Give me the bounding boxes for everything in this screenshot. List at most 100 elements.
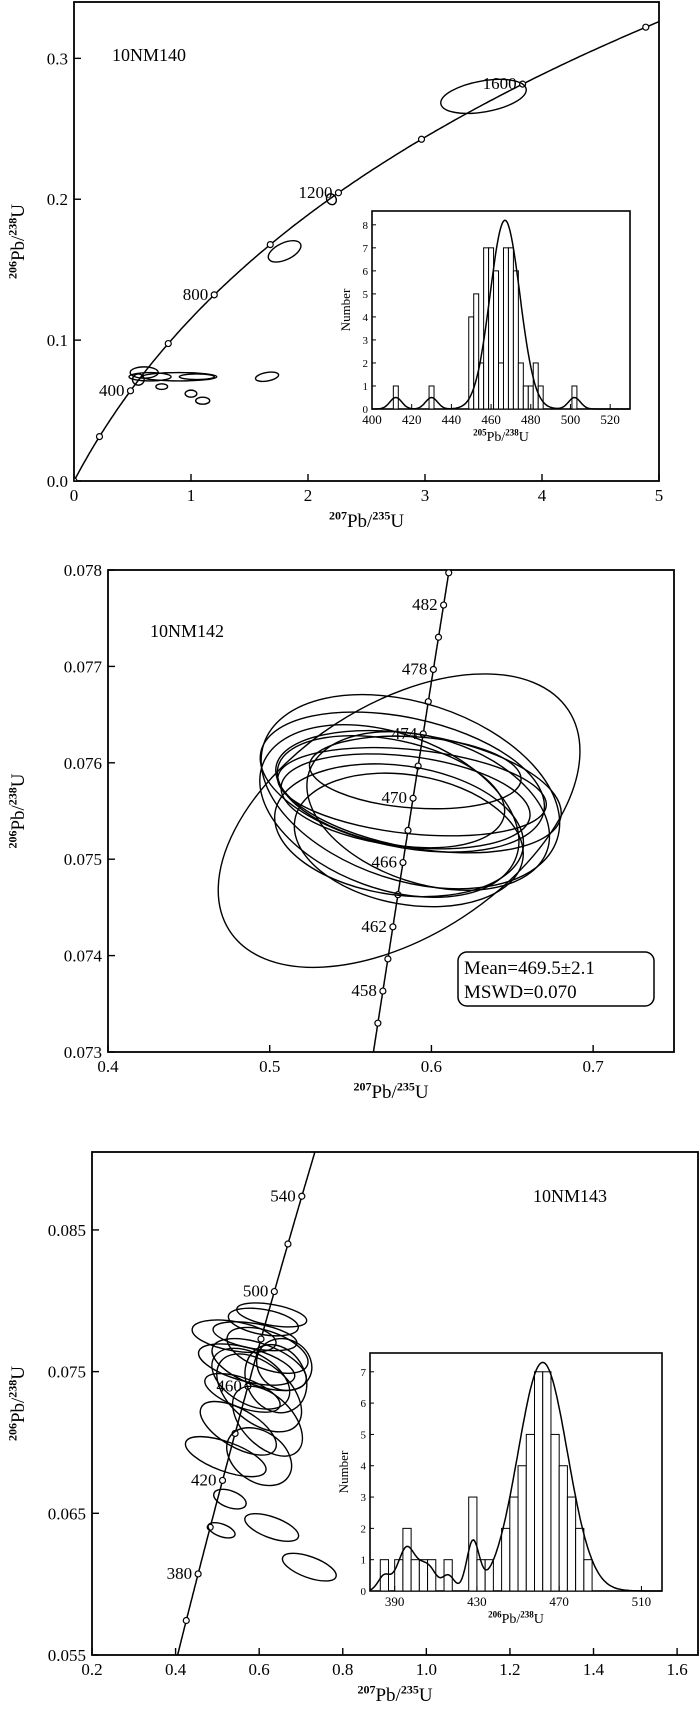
- y-axis-label-sup: 206: [5, 261, 19, 279]
- error-ellipse: [276, 734, 506, 849]
- inset-x-label-sup2: 238: [520, 1609, 534, 1619]
- concordia-age-marker: [257, 1335, 265, 1343]
- density-curve: [372, 219, 630, 410]
- error-ellipse: [131, 373, 145, 386]
- y-axis-label-text: 206Pb/238U: [5, 1366, 29, 1441]
- inset-histogram: 400 420 440 460 480 500 520 0 1 2 3 4 5 6 7 8 Number 205P…: [338, 210, 631, 445]
- y-axis-label-sup2: 238: [5, 218, 19, 236]
- x-axis-label-sup2: 235: [372, 508, 390, 522]
- concordia-age-marker: [164, 339, 172, 348]
- x-axis-label-tail: U: [419, 1685, 433, 1706]
- inset-y-tick-label: 6: [361, 1398, 367, 1410]
- error-ellipse: [128, 371, 172, 382]
- plot-area: [217, 570, 581, 1052]
- concordia-age-label: 540: [270, 1186, 296, 1205]
- concordia-age-label: 800: [183, 285, 209, 304]
- x-axis-label-text: 207Pb/235U: [329, 508, 404, 532]
- error-ellipse: [440, 78, 527, 115]
- error-ellipse: [260, 693, 561, 890]
- error-ellipse: [197, 1343, 296, 1386]
- x-axis-label-sup2: 235: [397, 1079, 415, 1093]
- error-ellipse: [308, 735, 522, 810]
- x-tick-label: 5: [655, 486, 664, 505]
- mean-box-frame: [457, 951, 655, 1007]
- inset-x-tick-label: 390: [385, 1594, 405, 1609]
- plot-area: [74, 20, 659, 481]
- x-axis-label-base: Pb/: [375, 1685, 401, 1706]
- x-tick-label: 2: [304, 486, 313, 505]
- y-tick-label: 0.065: [48, 1504, 86, 1523]
- plot-frame: [73, 1, 660, 482]
- y-tick-label: 0.3: [47, 49, 68, 68]
- x-axis-label: 207Pb/235U: [357, 1682, 432, 1706]
- x-tick-label: 3: [421, 486, 430, 505]
- inset-y-tick-label: 4: [363, 312, 369, 324]
- sample-title: 10NM140: [112, 45, 186, 65]
- inset-x-label-text: 206Pb/238U: [488, 1609, 544, 1627]
- inset-y-tick-label: 0: [361, 1586, 367, 1598]
- concordia-age-marker: [334, 189, 343, 197]
- concordia-age-marker: [298, 1192, 306, 1200]
- x-axis-label-tail: U: [415, 1082, 429, 1103]
- y-axis-label-sup: 206: [5, 831, 19, 849]
- error-ellipse: [254, 371, 280, 383]
- x-tick-label: 0.4: [165, 1660, 187, 1679]
- x-tick-label: 0.6: [421, 1057, 442, 1076]
- histogram-bar: [509, 1496, 519, 1592]
- x-tick-label: 0.7: [583, 1057, 605, 1076]
- error-ellipse: [184, 1435, 267, 1478]
- inset-x-tick-label: 500: [561, 412, 581, 427]
- density-curve: [369, 1361, 662, 1592]
- concordia-age-marker: [270, 1287, 278, 1296]
- error-ellipse: [306, 730, 551, 892]
- error-ellipse: [199, 1400, 277, 1456]
- error-ellipse: [216, 1353, 303, 1433]
- histogram-bar: [473, 293, 480, 410]
- x-axis-label-sup: 207: [353, 1079, 371, 1093]
- histogram-bar: [512, 270, 519, 410]
- inset-x-label-sup2: 238: [505, 427, 519, 437]
- concordia-age-marker: [434, 633, 443, 641]
- y-axis-label-text: 206Pb/238U: [5, 773, 29, 848]
- inset-y-label: Number: [336, 1450, 351, 1493]
- inset-histogram: 390 430 470 510 0 1 2 3 4 5 6 7 Number 206Pb/238U: [336, 1352, 663, 1627]
- mean-age-box: Mean=469.5±2.1 MSWD=0.070: [457, 951, 655, 1007]
- y-tick-label: 0.055: [48, 1646, 86, 1665]
- inset-y-tick-label: 7: [363, 243, 369, 255]
- concordia-age-label: 1600: [483, 74, 517, 93]
- error-ellipse: [212, 1488, 247, 1510]
- error-ellipse: [184, 389, 198, 398]
- concordia-age-marker: [445, 570, 453, 577]
- histogram-bar: [522, 385, 529, 410]
- concordia-age-label: 500: [243, 1282, 269, 1301]
- inset-y-tick-label: 5: [361, 1429, 367, 1441]
- inset-x-label-sup: 205: [473, 427, 487, 437]
- inset-y-tick-label: 1: [361, 1555, 367, 1567]
- inset-x-label-text: 205Pb/238U: [473, 427, 529, 445]
- error-ellipse: [244, 1344, 308, 1414]
- y-tick-label: 0.074: [64, 947, 103, 966]
- y-tick-label: 0.077: [64, 657, 103, 676]
- error-ellipse: [244, 1512, 300, 1542]
- inset-x-label-sup: 206: [488, 1609, 502, 1619]
- concordia-age-label: 380: [167, 1564, 193, 1583]
- plot-area: [176, 1152, 337, 1655]
- inset-y-tick-label: 3: [361, 1492, 367, 1504]
- inset-x-tick-label: 400: [362, 412, 382, 427]
- plot-frame: [107, 569, 675, 1053]
- y-axis-label-text: 206Pb/238U: [5, 204, 29, 279]
- concordia-age-marker: [399, 858, 407, 867]
- histogram-bar: [484, 1559, 494, 1592]
- concordia-age-marker: [384, 955, 392, 963]
- histogram-bar: [394, 1559, 404, 1592]
- histogram-bar: [575, 1527, 585, 1592]
- inset-y-tick-label: 6: [363, 266, 369, 278]
- inset-y-tick-label: 3: [363, 335, 369, 347]
- x-tick-label: 1.2: [499, 1660, 520, 1679]
- inset-y-tick-label: 4: [361, 1461, 367, 1473]
- inset-y-tick-label: 2: [363, 358, 369, 370]
- concordia-age-marker: [440, 601, 448, 609]
- panel-10nm142: 458 462 466 470 474 478 482 0.4 0.5 0.6 0.7 0.073 0.…: [5, 561, 675, 1103]
- concordia-age-label: 482: [412, 595, 438, 614]
